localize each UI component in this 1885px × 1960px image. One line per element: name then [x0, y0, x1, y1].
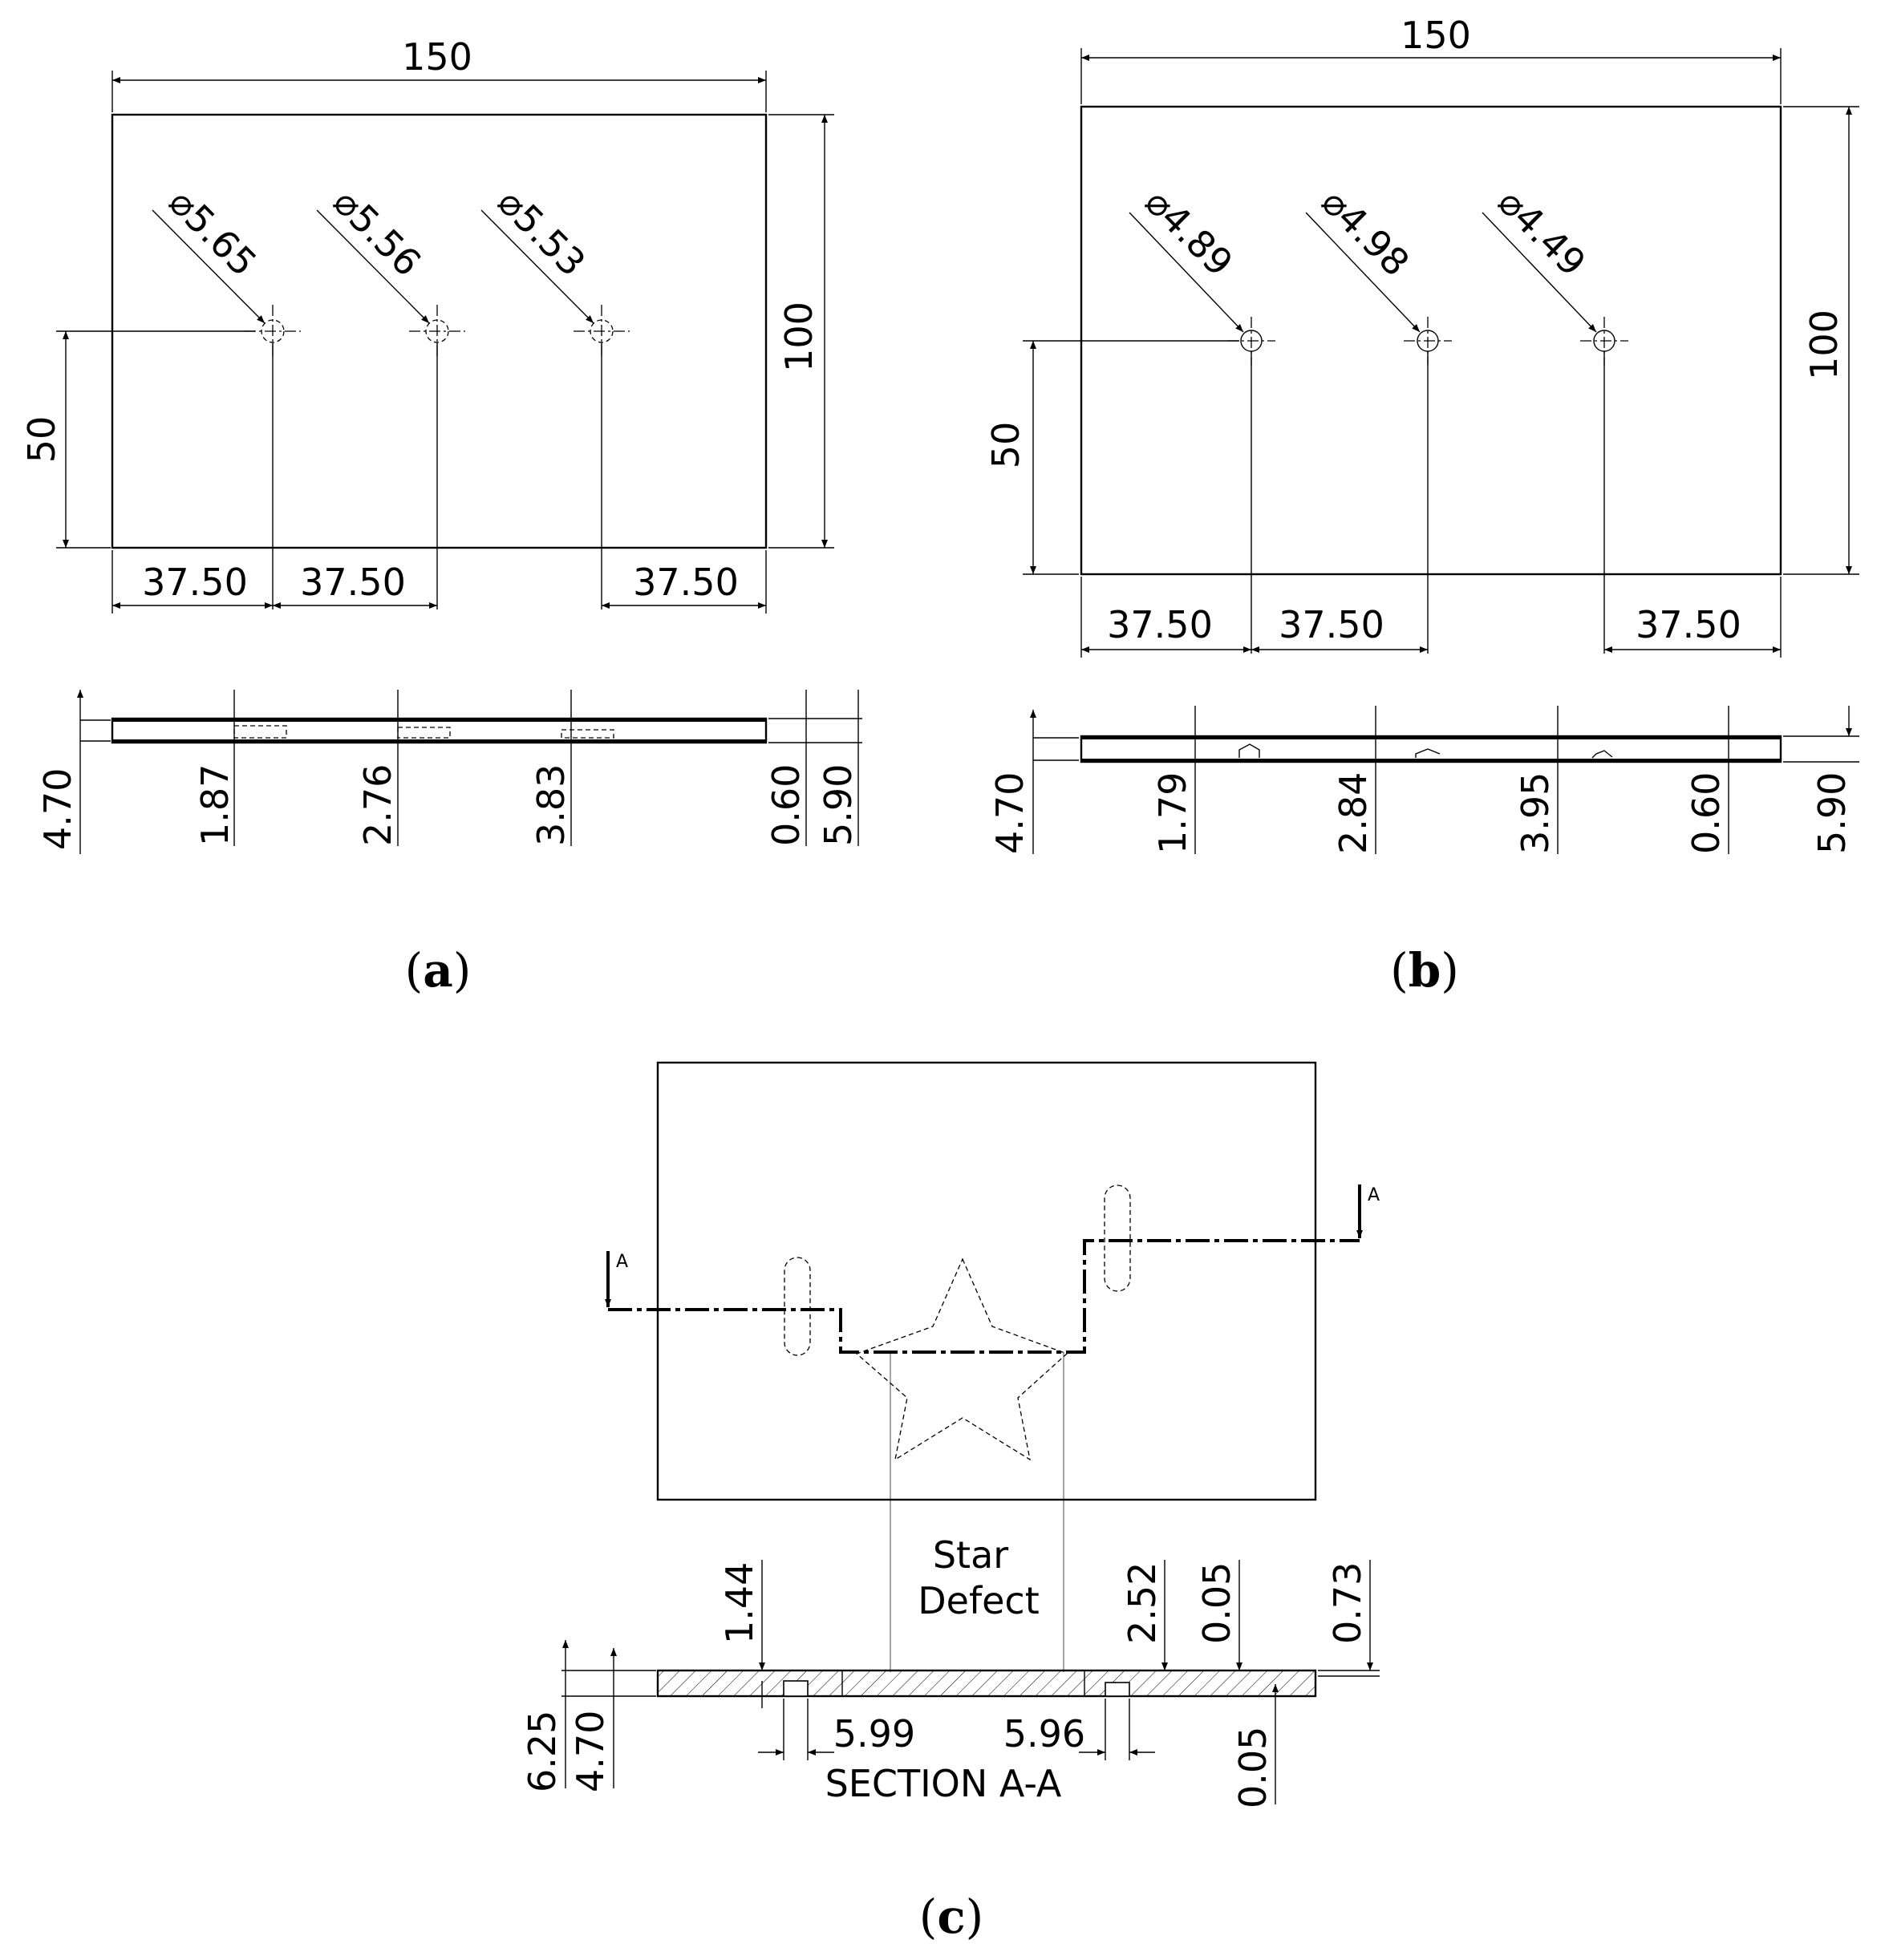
dim-a-spacing-1: 37.50: [142, 561, 248, 604]
slot-defect-right: [1104, 1185, 1131, 1292]
dim-a-diameter-2: ⌀5.56: [325, 180, 429, 285]
dim-c-core: 4.70: [569, 1711, 612, 1792]
hole-b-1: [1129, 212, 1275, 654]
dim-c-right-depth: 2.52: [1121, 1562, 1164, 1644]
section-line: [608, 1239, 1360, 1354]
dim-b-side-4: 3.95: [1514, 772, 1557, 854]
dim-a-height: 100: [777, 302, 821, 372]
dim-b-spacing-1: 37.50: [1107, 603, 1213, 646]
plate-c-section-view: [656, 1669, 1317, 1698]
caption-b: (b): [1390, 943, 1459, 998]
dim-b-side-5: 0.60: [1684, 772, 1728, 854]
dim-b-diameter-1: ⌀4.89: [1137, 180, 1241, 285]
slot-defect-left: [784, 1257, 811, 1356]
dim-b-spacing-2: 37.50: [1279, 603, 1384, 646]
dim-c-total: 6.25: [521, 1711, 564, 1792]
dim-b-diameter-3: ⌀4.49: [1490, 180, 1594, 285]
dim-a-diameter-3: ⌀5.53: [489, 180, 594, 285]
star-defect: [855, 1257, 1068, 1461]
hole-b-3: [1482, 212, 1628, 654]
dim-c-top-gap: 0.05: [1195, 1562, 1238, 1644]
dim-b-side-2: 1.79: [1151, 772, 1194, 854]
hole-a-2: [316, 209, 465, 609]
plate-a-side-view: [111, 717, 768, 744]
dim-c-left-depth: 1.44: [718, 1562, 761, 1644]
hole-a-1: [152, 209, 301, 609]
caption-c: (c): [919, 1889, 984, 1944]
dim-a-spacing-3: 37.50: [633, 561, 739, 604]
dim-a-side-1: 4.70: [36, 768, 79, 850]
star-label-line1: Star: [933, 1533, 1008, 1577]
star-label-line2: Defect: [918, 1579, 1040, 1622]
dim-b-width: 150: [1401, 14, 1471, 57]
dim-c-right-width: 5.96: [1003, 1712, 1085, 1755]
dim-b-side-6: 5.90: [1810, 772, 1854, 854]
hole-b-2: [1305, 212, 1452, 654]
dim-a-diameter-1: ⌀5.65: [160, 180, 265, 285]
dim-b-hole-y: 50: [984, 422, 1028, 469]
dim-a-hole-y: 50: [20, 416, 63, 464]
dim-a-side-5: 0.60: [764, 764, 808, 846]
section-marker-left: A: [616, 1252, 628, 1272]
dim-b-diameter-2: ⌀4.98: [1313, 180, 1417, 285]
dim-a-side-6: 5.90: [817, 764, 860, 846]
section-marker-right: A: [1368, 1185, 1380, 1205]
dim-c-bottom-gap: 0.05: [1231, 1727, 1275, 1808]
hole-a-3: [480, 209, 630, 609]
dim-a-side-4: 3.83: [529, 764, 573, 846]
dim-b-side-3: 2.84: [1332, 772, 1375, 854]
dim-a-width: 150: [402, 35, 472, 79]
dim-b-height: 100: [1802, 310, 1846, 380]
panel-b: 150 100 50 ⌀4.89 ⌀4.98 ⌀4.49: [984, 14, 1859, 998]
panel-c: A A Star Defect 1.44 2.52 0.05 0.73 6.25: [521, 1061, 1380, 1944]
caption-a: (a): [405, 943, 472, 998]
dim-b-side-1: 4.70: [988, 772, 1032, 854]
dim-b-spacing-3: 37.50: [1636, 603, 1741, 646]
plate-c-top-view: [656, 1061, 1317, 1501]
dim-c-right-offset: 0.73: [1326, 1562, 1369, 1644]
dim-a-side-3: 2.76: [356, 764, 399, 846]
section-title: SECTION A-A: [825, 1762, 1062, 1805]
plate-b-side-view: [1080, 735, 1782, 763]
dim-a-side-2: 1.87: [193, 764, 237, 846]
panel-a: 150 100 50 ⌀5.65 ⌀5.56: [20, 35, 862, 998]
dim-c-left-width: 5.99: [833, 1712, 915, 1755]
dim-a-spacing-2: 37.50: [300, 561, 406, 604]
